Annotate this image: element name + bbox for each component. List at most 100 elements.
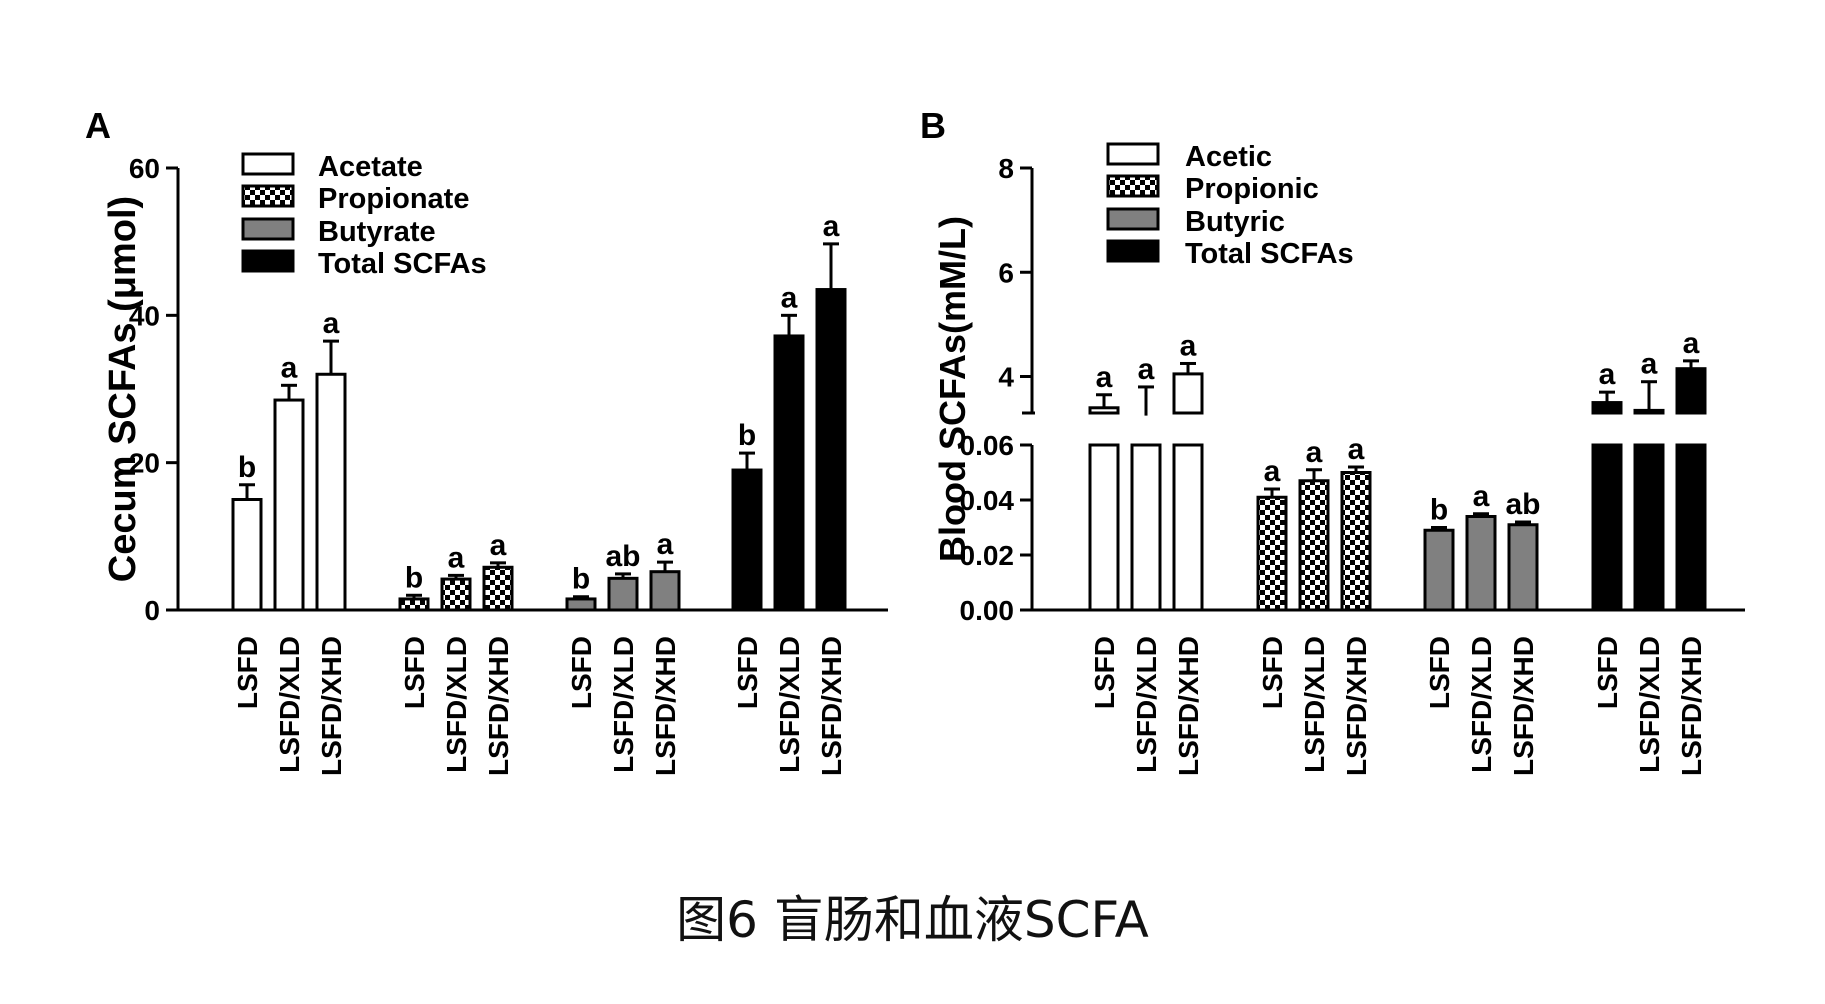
significance-letter: a [1264,455,1281,488]
y-tick-label: 0.00 [960,595,1015,626]
legend-label: Butyric [1185,206,1285,238]
bar-lower [1172,443,1204,612]
legend-swatch [1106,174,1160,198]
significance-letter: b [238,451,256,484]
x-tick-label: LSFD/XHD [1341,636,1372,776]
bar-lower [1633,443,1665,612]
y-tick-label: 4 [998,362,1014,393]
legend-swatch [241,152,295,176]
figure-caption: 图6 盲肠和血液SCFA [676,891,1149,949]
bar-lower [1591,443,1623,612]
significance-letter: a [1096,361,1113,394]
significance-letter: a [1599,358,1616,391]
significance-letter: ab [605,540,640,573]
x-tick-label: LSFD/XHD [1173,636,1204,776]
y-tick-label: 60 [129,153,160,184]
significance-letter: a [1306,436,1323,469]
significance-letter: a [490,529,507,562]
bar-upper [1633,408,1665,415]
bar [231,498,263,612]
bar [1256,495,1288,612]
chart-panel-a: A Cecum SCFAs (μmol)0 20 40 60 b LSFD a LSFD/XLD… [85,105,888,776]
bar-upper [1591,401,1623,415]
significance-letter: b [1430,494,1448,527]
legend-label: Butyrate [318,216,436,248]
bar [440,577,472,612]
significance-letter: b [738,419,756,452]
y-tick-label: 0.06 [960,430,1015,461]
bar [607,576,639,612]
legend-swatch [241,249,295,273]
bar [273,398,305,612]
bar [731,468,763,612]
bar [398,597,430,612]
bar-lower [1088,443,1120,612]
significance-letter: a [1180,329,1197,362]
x-tick-label: LSFD [1257,636,1288,709]
legend-label: Propionic [1185,173,1319,205]
x-tick-label: LSFD/XHD [1676,636,1707,776]
significance-letter: a [1641,348,1658,381]
x-tick-label: LSFD [732,636,763,709]
x-tick-label: LSFD [1424,636,1455,709]
y-tick-label: 0.02 [960,540,1015,571]
x-tick-label: LSFD/XLD [1466,636,1497,773]
x-tick-label: LSFD [399,636,430,709]
x-tick-label: LSFD/XLD [1299,636,1330,773]
y-axis-label: Blood SCFAs(mM/L) [932,216,973,562]
y-tick-label: 40 [129,300,160,331]
legend-swatch [1106,207,1160,231]
bar [1507,523,1539,612]
significance-letter: ab [1505,488,1540,521]
bar [315,372,347,612]
y-tick-label: 0 [144,595,160,626]
legend-label: Propionate [318,183,469,215]
bar [1298,479,1330,612]
y-axis-label: Cecum SCFAs (μmol) [102,196,144,582]
bar-upper [1088,406,1120,415]
x-tick-label: LSFD [232,636,263,709]
significance-letter: a [1473,480,1490,513]
significance-letter: a [1683,327,1700,360]
chart-panel-b: B Blood SCFAs(mM/L) 0.00 0.02 0.04 0.06 4 6 8 a LS… [920,105,1745,776]
x-tick-label: LSFD [1592,636,1623,709]
bar [815,288,847,612]
bar-upper [1675,367,1707,415]
bar [1423,528,1455,612]
bar [773,334,805,612]
legend-swatch [241,217,295,241]
x-tick-label: LSFD/XLD [774,636,805,773]
x-tick-label: LSFD [1089,636,1120,709]
significance-letter: a [657,528,674,561]
x-tick-label: LSFD/XLD [1634,636,1665,773]
significance-letter: a [448,541,465,574]
x-tick-label: LSFD/XHD [1508,636,1539,776]
x-tick-label: LSFD/XHD [650,636,681,776]
x-tick-label: LSFD/XLD [608,636,639,773]
significance-letter: b [405,561,423,594]
bar [649,570,681,612]
significance-letter: a [323,307,340,340]
significance-letter: a [1348,433,1365,466]
x-tick-label: LSFD/XHD [483,636,514,776]
bar-lower [1130,443,1162,612]
legend-label: Acetate [318,151,423,183]
bar [482,565,514,612]
x-tick-label: LSFD [566,636,597,709]
y-tick-label: 0.04 [960,485,1015,516]
significance-letter: a [823,210,840,243]
panel-label-b: B [920,105,946,146]
bar [565,597,597,612]
y-tick-label: 6 [998,257,1014,288]
significance-letter: a [781,281,798,314]
x-tick-label: LSFD/XLD [441,636,472,773]
x-tick-label: LSFD/XLD [1131,636,1162,773]
legend-label: Acetic [1185,141,1272,173]
y-tick-label: 8 [998,153,1014,184]
significance-letter: a [281,351,298,384]
x-tick-label: LSFD/XLD [274,636,305,773]
legend-label: Total SCFAs [1185,238,1354,270]
legend-label: Total SCFAs [318,248,487,280]
legend-swatch [1106,239,1160,263]
